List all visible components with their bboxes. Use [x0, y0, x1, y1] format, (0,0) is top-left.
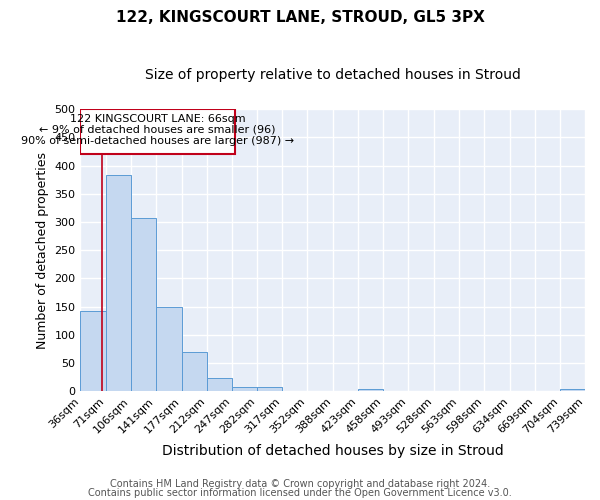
Bar [182, 352, 207, 392]
Bar [131, 218, 156, 392]
Bar [232, 387, 257, 392]
Bar [156, 306, 182, 392]
Text: Contains public sector information licensed under the Open Government Licence v3: Contains public sector information licen… [88, 488, 512, 498]
Text: ← 9% of detached houses are smaller (96): ← 9% of detached houses are smaller (96) [40, 125, 276, 135]
X-axis label: Distribution of detached houses by size in Stroud: Distribution of detached houses by size … [162, 444, 503, 458]
Bar [207, 378, 232, 392]
Bar [106, 175, 131, 392]
Bar [358, 388, 383, 392]
Bar [80, 109, 235, 154]
Text: Contains HM Land Registry data © Crown copyright and database right 2024.: Contains HM Land Registry data © Crown c… [110, 479, 490, 489]
Bar [257, 387, 282, 392]
Bar [560, 388, 585, 392]
Bar [80, 310, 106, 392]
Text: 122 KINGSCOURT LANE: 66sqm: 122 KINGSCOURT LANE: 66sqm [70, 114, 245, 124]
Text: 122, KINGSCOURT LANE, STROUD, GL5 3PX: 122, KINGSCOURT LANE, STROUD, GL5 3PX [116, 10, 484, 25]
Y-axis label: Number of detached properties: Number of detached properties [36, 152, 49, 348]
Title: Size of property relative to detached houses in Stroud: Size of property relative to detached ho… [145, 68, 521, 82]
Text: 90% of semi-detached houses are larger (987) →: 90% of semi-detached houses are larger (… [21, 136, 294, 146]
